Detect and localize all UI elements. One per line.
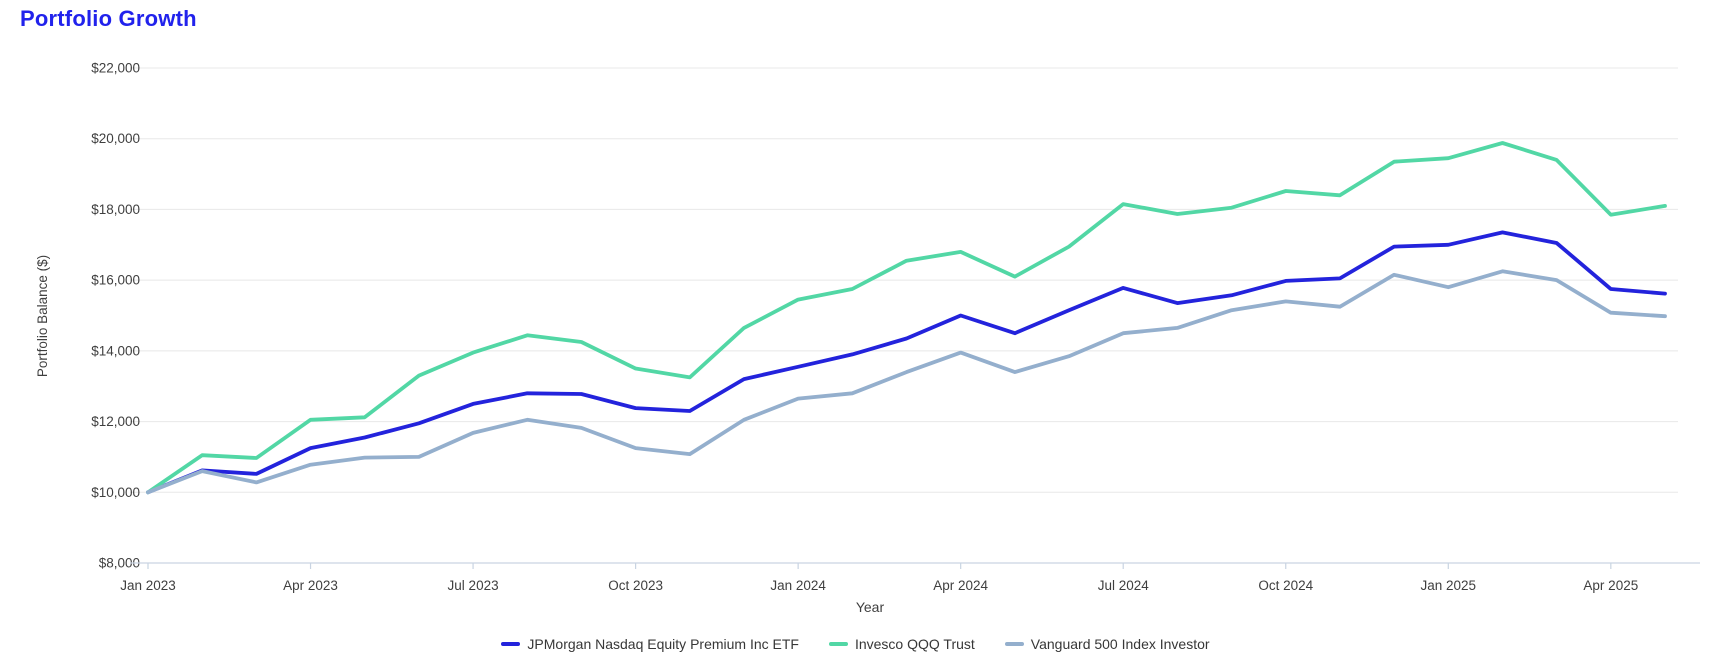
x-tick-label: Apr 2025 xyxy=(1583,578,1638,593)
legend-marker-icon xyxy=(1004,642,1024,646)
y-tick-label: $20,000 xyxy=(91,131,140,146)
x-tick-label: Jan 2025 xyxy=(1421,578,1477,593)
y-tick-label: $10,000 xyxy=(91,485,140,500)
y-tick-label: $18,000 xyxy=(91,202,140,217)
y-axis-title: Portfolio Balance ($) xyxy=(35,255,50,377)
y-tick-label: $14,000 xyxy=(91,343,140,358)
x-tick-label: Apr 2024 xyxy=(933,578,988,593)
x-tick-label: Oct 2024 xyxy=(1258,578,1313,593)
y-tick-label: $16,000 xyxy=(91,273,140,288)
x-tick-label: Jan 2023 xyxy=(120,578,176,593)
legend-marker-icon xyxy=(828,642,848,646)
x-axis-title: Year xyxy=(856,599,885,615)
legend-marker-icon xyxy=(501,642,521,646)
chart-legend: JPMorgan Nasdaq Equity Premium Inc ETF In… xyxy=(0,635,1711,653)
x-tick-label: Apr 2023 xyxy=(283,578,338,593)
x-tick-label: Jul 2024 xyxy=(1098,578,1150,593)
legend-label: Invesco QQQ Trust xyxy=(854,636,975,652)
legend-label: JPMorgan Nasdaq Equity Premium Inc ETF xyxy=(527,636,799,652)
line-series-vanguard-500-index-investor[interactable] xyxy=(146,269,1667,495)
legend-item-invesco-qqq-trust[interactable]: Invesco QQQ Trust xyxy=(828,635,975,653)
y-tick-label: $8,000 xyxy=(99,556,140,571)
line-series-jpmorgan-nasdaq-equity-premium-inc-etf[interactable] xyxy=(146,230,1667,495)
legend-item-vanguard-500-index-investor[interactable]: Vanguard 500 Index Investor xyxy=(1004,635,1210,653)
x-tick-label: Oct 2023 xyxy=(608,578,663,593)
legend-label: Vanguard 500 Index Investor xyxy=(1030,636,1210,652)
y-tick-label: $12,000 xyxy=(91,414,140,429)
y-tick-label: $22,000 xyxy=(91,61,140,76)
legend-item-jpmorgan-nasdaq-equity-premium-inc-etf[interactable]: JPMorgan Nasdaq Equity Premium Inc ETF xyxy=(501,635,799,653)
page-title: Portfolio Growth xyxy=(20,6,197,31)
chart-canvas[interactable]: $8,000 $10,000 $12,000 $14,000 $16,000 $18,00… xyxy=(0,0,1711,620)
x-tick-label: Jul 2023 xyxy=(448,578,499,593)
line-series-invesco-qqq-trust[interactable] xyxy=(146,141,1667,495)
x-tick-label: Jan 2024 xyxy=(770,578,826,593)
